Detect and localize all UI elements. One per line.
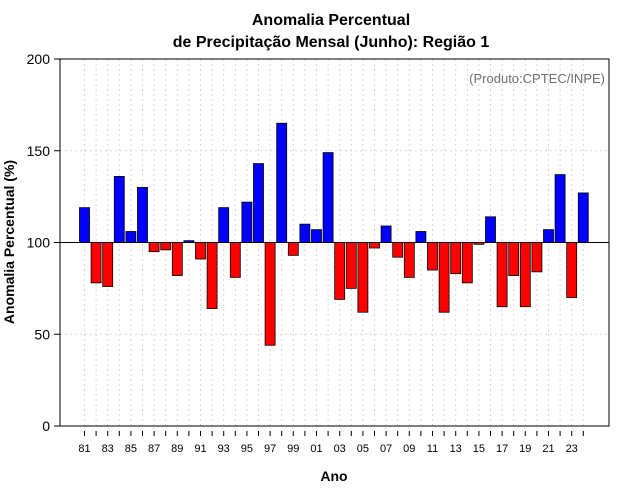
y-axis: 0 50 100 150 200 (27, 51, 60, 434)
x-tick-label: 15 (473, 443, 485, 455)
bar-16 (485, 216, 496, 243)
x-tick-label: 93 (218, 443, 230, 455)
credit-label: (Produto:CPTEC/INPE) (469, 71, 605, 86)
bar-83 (102, 242, 114, 287)
x-tick-label: 17 (496, 443, 508, 455)
x-tick-label: 99 (287, 443, 299, 455)
bar-95 (241, 201, 253, 243)
bar-18 (508, 242, 520, 276)
x-tick-label: 09 (403, 443, 415, 455)
x-tick-label: 85 (125, 443, 137, 455)
bar-92 (206, 242, 218, 309)
x-tick-label: 89 (171, 443, 183, 455)
x-tick-label: 01 (310, 443, 322, 455)
bar-96 (253, 163, 264, 243)
x-axis: 81 83 85 87 89 91 93 95 97 99 01 03 05 07 09 11 13 15 17 19… (78, 431, 584, 455)
bar-19 (519, 242, 531, 308)
bar-20 (531, 242, 543, 273)
y-tick-label: 100 (27, 235, 51, 251)
bar-82 (90, 242, 102, 284)
bar-89 (171, 242, 183, 276)
bar-09 (403, 242, 415, 278)
bar-03 (334, 242, 346, 300)
bar-08 (392, 242, 404, 258)
y-tick-label: 150 (27, 143, 51, 159)
bar-00 (299, 223, 311, 243)
bar-93 (218, 207, 230, 243)
x-tick-label: 95 (241, 443, 253, 455)
x-axis-label: Ano (320, 468, 347, 484)
bar-86 (137, 187, 148, 243)
x-tick-label: 87 (148, 443, 160, 455)
y-tick-label: 0 (42, 418, 50, 434)
bar-23 (566, 242, 578, 298)
bars (79, 122, 589, 346)
bar-12 (438, 242, 450, 313)
y-axis-label: Anomalia Percentual (%) (1, 160, 17, 324)
bar-04 (345, 242, 357, 289)
x-tick-label: 05 (357, 443, 369, 455)
bar-81 (79, 207, 90, 243)
x-tick-label: 19 (519, 443, 531, 455)
bar-84 (113, 176, 125, 243)
bar-10 (415, 231, 427, 243)
x-tick-label: 07 (380, 443, 392, 455)
x-tick-label: 03 (334, 443, 346, 455)
bar-94 (229, 242, 241, 278)
x-tick-label: 97 (264, 443, 276, 455)
chart-title-line1: Anomalia Percentual (252, 12, 410, 29)
bar-13 (450, 242, 462, 275)
bar-98 (276, 122, 288, 243)
x-tick-label: 21 (542, 443, 554, 455)
y-tick-label: 50 (34, 326, 50, 342)
bar-99 (287, 242, 299, 256)
bar-91 (195, 242, 206, 260)
bar-01 (311, 229, 322, 243)
bar-05 (357, 242, 369, 313)
x-tick-label: 83 (102, 443, 114, 455)
grid-lines (60, 59, 609, 426)
bar-24 (577, 192, 589, 243)
bar-02 (322, 152, 334, 243)
x-tick-label: 11 (427, 443, 438, 455)
bar-87 (148, 242, 160, 253)
x-tick-label: 91 (194, 443, 206, 455)
x-tick-label: 81 (78, 443, 90, 455)
bar-17 (496, 242, 508, 308)
x-tick-label: 13 (450, 443, 462, 455)
bar-21 (543, 229, 554, 243)
chart-title-line2: de Precipitação Mensal (Junho): Região 1 (173, 34, 490, 51)
y-tick-label: 200 (27, 51, 51, 67)
bar-06 (369, 242, 380, 249)
bar-85 (125, 231, 137, 243)
bar-88 (160, 242, 172, 251)
bar-97 (264, 242, 276, 346)
x-tick-label: 23 (566, 443, 578, 455)
bar-14 (461, 242, 473, 284)
bar-11 (427, 242, 438, 271)
bar-22 (554, 174, 566, 243)
bar-07 (380, 225, 392, 243)
